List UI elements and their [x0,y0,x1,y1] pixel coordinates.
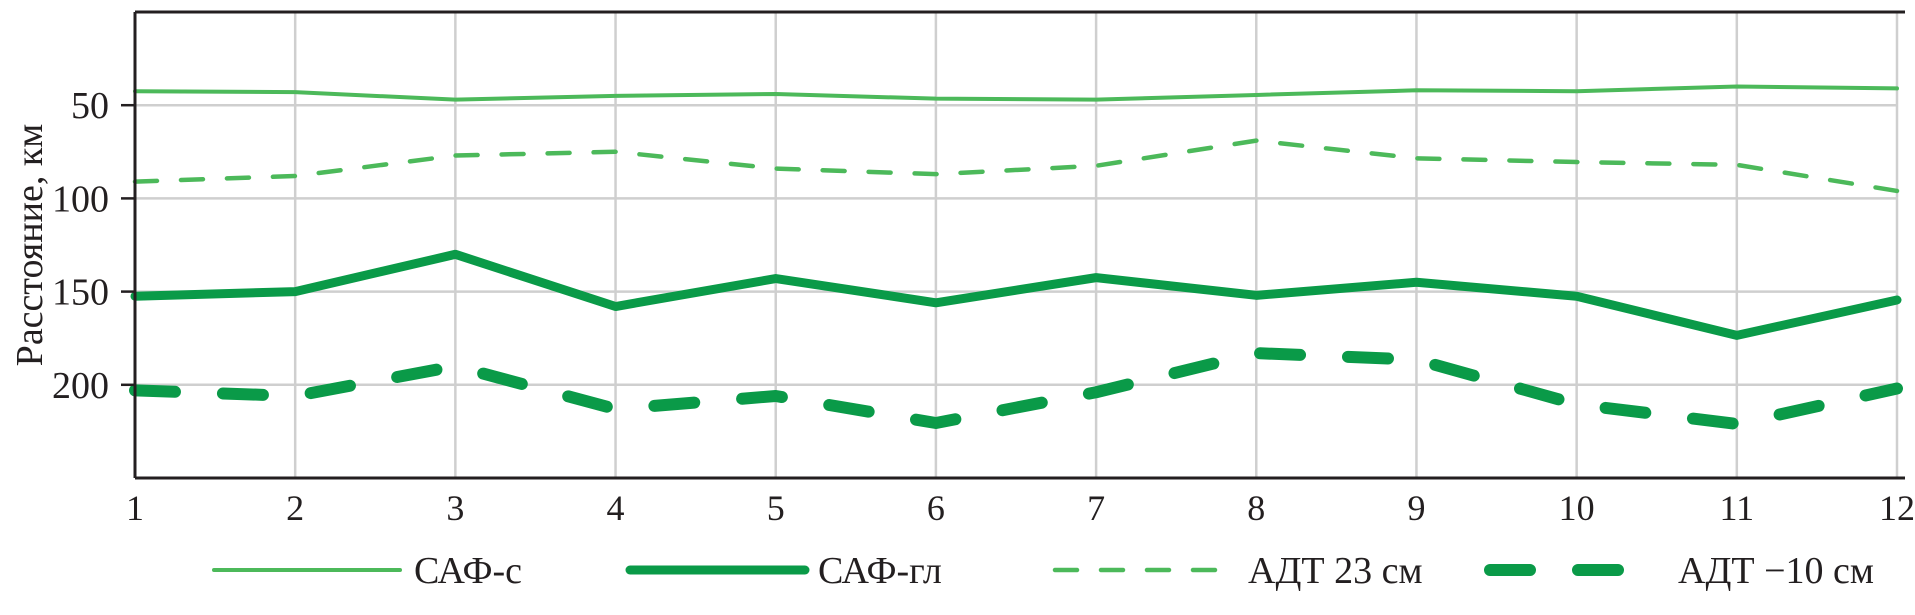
axes [121,10,1905,480]
series-line-1 [133,84,1899,102]
x-tick-label: 1 [126,488,144,528]
y-axis-label: Расстояние, км [9,124,51,367]
series-lines [129,84,1903,430]
x-tick-label: 12 [1879,488,1915,528]
x-tick-label: 2 [286,488,304,528]
x-tick-label: 10 [1559,488,1595,528]
legend-label-1: САФ-с [414,550,522,592]
x-tick-label: 3 [446,488,464,528]
series-line-3 [132,138,1900,194]
x-tick-label: 4 [607,488,625,528]
x-tick-label: 8 [1247,488,1265,528]
x-tick-label: 9 [1407,488,1425,528]
x-tick-label: 5 [767,488,785,528]
legend: САФ-с САФ-гл АДТ 23 см АДТ −10 см [212,550,1874,592]
legend-label-2: САФ-гл [818,550,942,592]
legend-label-3: АДТ 23 см [1248,550,1423,592]
series-line-2 [130,249,1902,340]
series-line-4 [129,347,1903,430]
legend-label-4: АДТ −10 см [1678,550,1874,592]
y-tick-label: 50 [71,85,109,127]
x-tick-label: 7 [1087,488,1105,528]
y-tick-label: 100 [52,178,109,220]
x-tick-label: 6 [927,488,945,528]
y-tick-label: 200 [52,365,109,407]
y-tick-label: 150 [52,272,109,314]
x-tick-label: 11 [1719,488,1754,528]
